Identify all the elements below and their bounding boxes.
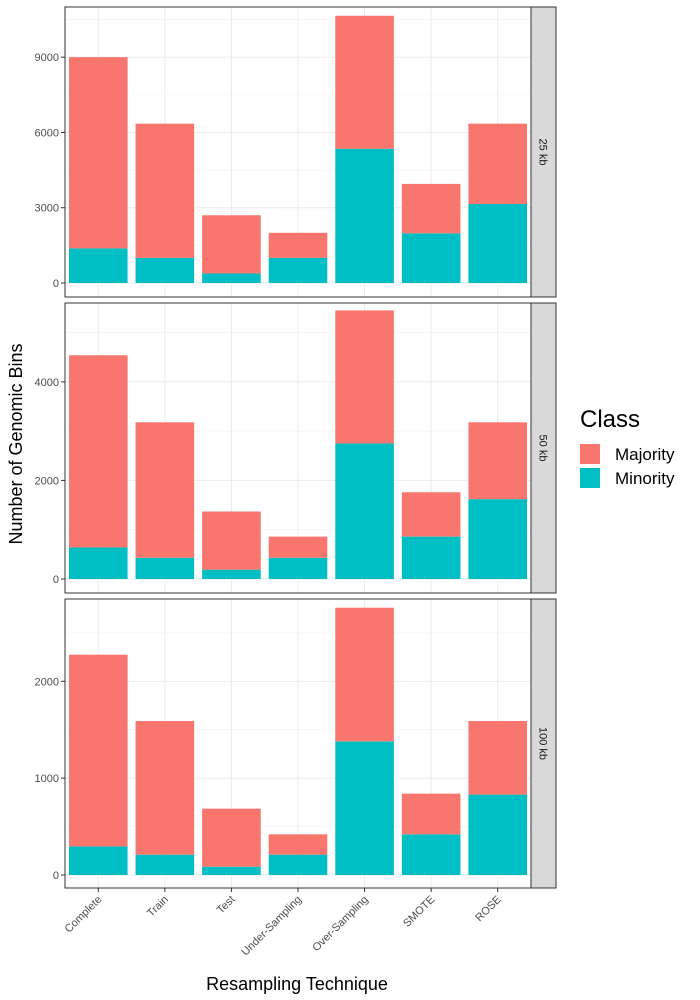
y-tick-label: 0: [53, 278, 59, 290]
bar-minority-complete: [68, 547, 128, 579]
x-tick-label: Test: [215, 894, 238, 917]
y-tick-label: 3000: [35, 203, 59, 215]
bar-minority-test: [202, 569, 261, 579]
legend-label-minority: Minority: [615, 469, 675, 488]
bar-majority-under-sampling: [268, 536, 328, 558]
bar-majority-complete: [68, 654, 128, 847]
legend-key-majority: [580, 444, 600, 464]
facet-strip: [530, 598, 557, 889]
y-axis-title: Number of Genomic Bins: [6, 343, 26, 544]
bar-minority-rose: [468, 203, 528, 283]
bar-majority-over-sampling: [335, 310, 394, 444]
facet-strip-label: 100 kb: [537, 727, 549, 760]
bar-majority-over-sampling: [335, 607, 394, 742]
bar-majority-over-sampling: [335, 15, 394, 149]
x-tick-label: Under-Sampling: [239, 894, 304, 959]
bar-minority-train: [135, 557, 195, 579]
bar-majority-train: [135, 422, 195, 558]
bar-minority-over-sampling: [335, 443, 394, 579]
bar-majority-rose: [468, 721, 528, 795]
x-tick-label: ROSE: [473, 894, 504, 925]
bar-majority-test: [202, 511, 261, 570]
bar-majority-train: [135, 721, 195, 855]
x-tick-label: Over-Sampling: [310, 894, 370, 954]
facet-panel: 0 1000 2000 100 kb: [35, 598, 557, 889]
bar-majority-under-sampling: [268, 834, 328, 855]
bar-majority-smote: [401, 183, 461, 234]
bar-minority-under-sampling: [268, 557, 328, 579]
y-tick-label: 2000: [35, 676, 59, 688]
y-tick-label: 1000: [35, 773, 59, 785]
x-axis-title: Resampling Technique: [206, 974, 388, 994]
facet-strip-label: 50 kb: [537, 435, 549, 462]
bar-minority-smote: [401, 536, 461, 579]
bar-minority-smote: [401, 834, 461, 875]
bar-majority-rose: [468, 123, 528, 204]
facet-panel: 0 3000 6000 9000 25 kb: [35, 6, 557, 298]
bar-minority-under-sampling: [268, 257, 328, 283]
bar-minority-over-sampling: [335, 741, 394, 875]
x-axis: Complete Train Test Under-Sampling Over-Samp…: [63, 888, 504, 958]
bar-minority-train: [135, 854, 195, 875]
bar-majority-complete: [68, 57, 128, 249]
bar-minority-test: [202, 273, 261, 283]
y-tick-label: 0: [53, 870, 59, 882]
y-tick-label: 6000: [35, 127, 59, 139]
legend: Class Majority Minority: [580, 406, 675, 488]
bar-minority-test: [202, 866, 261, 875]
y-tick-label: 9000: [35, 52, 59, 64]
bar-minority-smote: [401, 233, 461, 283]
bar-minority-under-sampling: [268, 854, 328, 875]
bar-minority-over-sampling: [335, 148, 394, 283]
y-tick-label: 4000: [35, 377, 59, 389]
bar-majority-smote: [401, 492, 461, 537]
facet-strip: [530, 6, 557, 298]
y-tick-label: 2000: [35, 475, 59, 487]
x-tick-label: Complete: [63, 894, 105, 936]
y-tick-label: 0: [53, 574, 59, 586]
bar-minority-train: [135, 257, 195, 283]
bar-majority-smote: [401, 793, 461, 835]
legend-label-majority: Majority: [615, 445, 675, 464]
bar-majority-under-sampling: [268, 232, 328, 258]
bar-majority-rose: [468, 422, 528, 500]
legend-title: Class: [580, 406, 640, 433]
facet-panels: 0 3000 6000 9000 25 kb 0 2000 4000 50 kb 0 1000 200…: [35, 6, 557, 889]
bar-minority-rose: [468, 794, 528, 875]
bar-minority-complete: [68, 846, 128, 875]
x-tick-label: SMOTE: [401, 894, 437, 930]
facet-panel: 0 2000 4000 50 kb: [35, 302, 557, 594]
bar-majority-train: [135, 123, 195, 258]
facet-strip-label: 25 kb: [537, 139, 549, 166]
facet-strip: [530, 302, 557, 594]
bar-majority-complete: [68, 355, 128, 548]
bar-minority-complete: [68, 248, 128, 283]
legend-key-minority: [580, 468, 600, 488]
bar-minority-rose: [468, 499, 528, 579]
x-tick-label: Train: [145, 894, 171, 920]
bar-majority-test: [202, 215, 261, 274]
bar-majority-test: [202, 808, 261, 867]
